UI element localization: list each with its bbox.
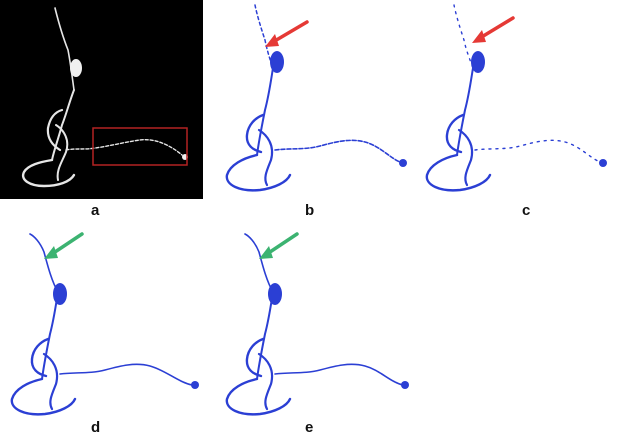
soma	[53, 283, 67, 305]
soma-blob	[70, 59, 82, 77]
green-arrow-icon	[259, 232, 299, 259]
neuron-trace-d	[10, 232, 199, 416]
terminal	[401, 381, 409, 389]
red-arrow-icon	[472, 16, 515, 43]
soma	[471, 51, 485, 73]
panel-a	[0, 0, 203, 199]
panel-d	[0, 222, 215, 422]
terminal	[191, 381, 199, 389]
panel-e	[215, 222, 425, 422]
neuron-trace-e	[225, 232, 409, 416]
panel-label-c: c	[522, 202, 531, 219]
panel-label-a: a	[91, 202, 100, 219]
panel-b	[215, 0, 420, 200]
panel-label-b: b	[305, 202, 315, 219]
red-arrow-icon	[265, 20, 309, 47]
panel-label-d: d	[91, 419, 101, 436]
soma	[268, 283, 282, 305]
highlight-box	[92, 127, 188, 166]
neuron-trace-c	[425, 4, 607, 192]
panel-c	[418, 0, 622, 200]
microscopy-neuron-image	[21, 7, 188, 188]
soma	[270, 51, 284, 73]
neuron-trace-b	[225, 4, 407, 192]
green-arrow-icon	[44, 232, 84, 259]
terminal	[399, 159, 407, 167]
panel-label-e: e	[305, 419, 314, 436]
terminal	[599, 159, 607, 167]
